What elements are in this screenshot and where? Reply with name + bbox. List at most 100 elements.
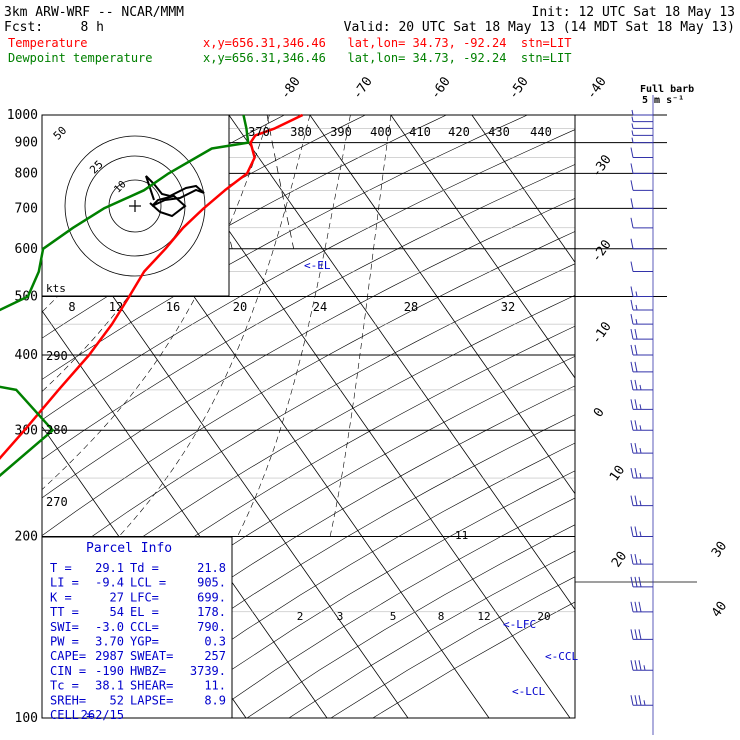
parcel-row-label: SWI=: [50, 620, 79, 634]
barb-flag: [630, 163, 634, 174]
barb-flag: [630, 261, 634, 272]
parcel-row-value: 3739.: [190, 664, 226, 678]
barb-flag: [630, 601, 634, 612]
theta-label: 290: [46, 349, 68, 363]
barb-half: [639, 384, 642, 391]
parcel-row-value: -3.0: [95, 620, 124, 634]
parcel-row-value: 257: [204, 649, 226, 663]
wind-barb: [630, 495, 653, 507]
barb-flag: [634, 495, 638, 506]
barb-flag: [638, 576, 642, 587]
wind-barb: [630, 261, 653, 273]
parcel-row-value: 54: [110, 605, 124, 619]
sounding-profiles: [0, 113, 304, 478]
parcel-row-label: CELL =: [50, 708, 93, 722]
parcel-row-label: K =: [50, 590, 72, 604]
wind-barb: [630, 526, 653, 537]
barb-flag: [630, 576, 634, 587]
barb-flag: [634, 399, 638, 410]
barb-flag: [634, 344, 638, 356]
barb-flag: [630, 442, 634, 454]
wind-barb: [631, 116, 653, 123]
parcel-row-label: TT =: [50, 605, 79, 619]
theta-label: 280: [46, 423, 68, 437]
barb-flag: [634, 601, 638, 612]
barb-half: [639, 531, 642, 537]
parcel-row-value: 699.: [197, 590, 226, 604]
barb-flag: [630, 217, 634, 228]
wind-barb: [631, 137, 653, 144]
wind-barb: [630, 695, 653, 706]
init-time: Init: 12 UTC Sat 18 May 13: [532, 5, 736, 20]
isotherm-label: -70: [350, 74, 376, 102]
wind-barb: [630, 420, 653, 431]
wind-barb: [630, 299, 653, 311]
parcel-row-label: CAPE=: [50, 649, 86, 663]
moist-adiabat-line: [237, 115, 351, 537]
barb-flag: [630, 361, 634, 372]
pressure-tick-label: 900: [15, 136, 38, 151]
moist-adiabat-line: [329, 115, 392, 537]
pressure-tick-label: 700: [15, 201, 38, 216]
mixing-ratio-label: 20: [537, 610, 550, 623]
barb-flag: [630, 198, 634, 209]
barb-flag: [630, 314, 634, 325]
barb-half: [635, 304, 638, 311]
barb-flag: [630, 328, 634, 340]
wind-barb: [630, 217, 653, 229]
barb-half: [643, 665, 646, 671]
plot-frame: [41, 114, 576, 719]
wind-barbs: [630, 95, 654, 735]
pressure-tick-label: 100: [15, 711, 38, 726]
hodograph-speed-label: 32: [501, 300, 515, 314]
barb-flag: [630, 379, 634, 391]
theta-label: 390: [330, 125, 352, 139]
barb-flag: [634, 629, 638, 640]
mixing-ratio-label: 2: [297, 610, 304, 623]
hodograph-speed-label: 8: [68, 300, 75, 314]
parcel-row-label: HWBZ=: [130, 664, 166, 678]
minor-label: 11: [455, 529, 468, 542]
barb-half: [631, 130, 634, 136]
wind-barb: [630, 163, 653, 174]
barb-flag: [630, 495, 634, 506]
barb-flag: [630, 420, 634, 431]
parcel-row-value: 262/15: [81, 708, 124, 722]
barb-half: [635, 291, 638, 297]
ccl-marker: <-CCL: [545, 650, 578, 663]
isotherm-label: -80: [278, 74, 304, 102]
isotherm-label: 40: [709, 599, 730, 620]
isotherm-label: -30: [589, 152, 615, 180]
parcel-row-label: CCL=: [130, 620, 159, 634]
barb-half: [643, 700, 646, 706]
parcel-row-label: SREH=: [50, 693, 86, 707]
barb-half: [639, 425, 642, 431]
isotherm-label: -50: [506, 74, 532, 102]
parcel-row-value: 29.1: [95, 561, 124, 575]
pressure-tick-label: 1000: [7, 108, 38, 123]
wind-barb: [630, 361, 653, 373]
wind-barb: [630, 180, 653, 191]
barb-legend-line1: Full barb: [640, 84, 694, 95]
parcel-row-label: SHEAR=: [130, 679, 173, 693]
barb-flag: [630, 180, 634, 191]
barb-flag: [630, 660, 634, 671]
parcel-row-label: YGP=: [130, 635, 159, 649]
theta-label: 420: [448, 125, 470, 139]
theta-label: 430: [488, 125, 510, 139]
isotherm-line: [0, 115, 3, 718]
forecast-value: 8 h: [81, 20, 104, 35]
parcel-row-value: -190: [95, 664, 124, 678]
parcel-info-box: [41, 536, 233, 719]
barb-flag: [630, 344, 634, 356]
dewpoint-location-info: x,y=656.31,346.46 lat,lon= 34.73, -92.24…: [203, 51, 571, 65]
isotherm-label: 0: [591, 405, 608, 420]
barb-flag: [634, 442, 638, 454]
isotherm-line: [390, 115, 575, 379]
hodograph-speed-label: 16: [166, 300, 180, 314]
dry-adiabat-line: [372, 601, 575, 718]
parcel-row-value: 178.: [197, 605, 226, 619]
dewpoint-legend-label: Dewpoint temperature: [8, 51, 153, 65]
